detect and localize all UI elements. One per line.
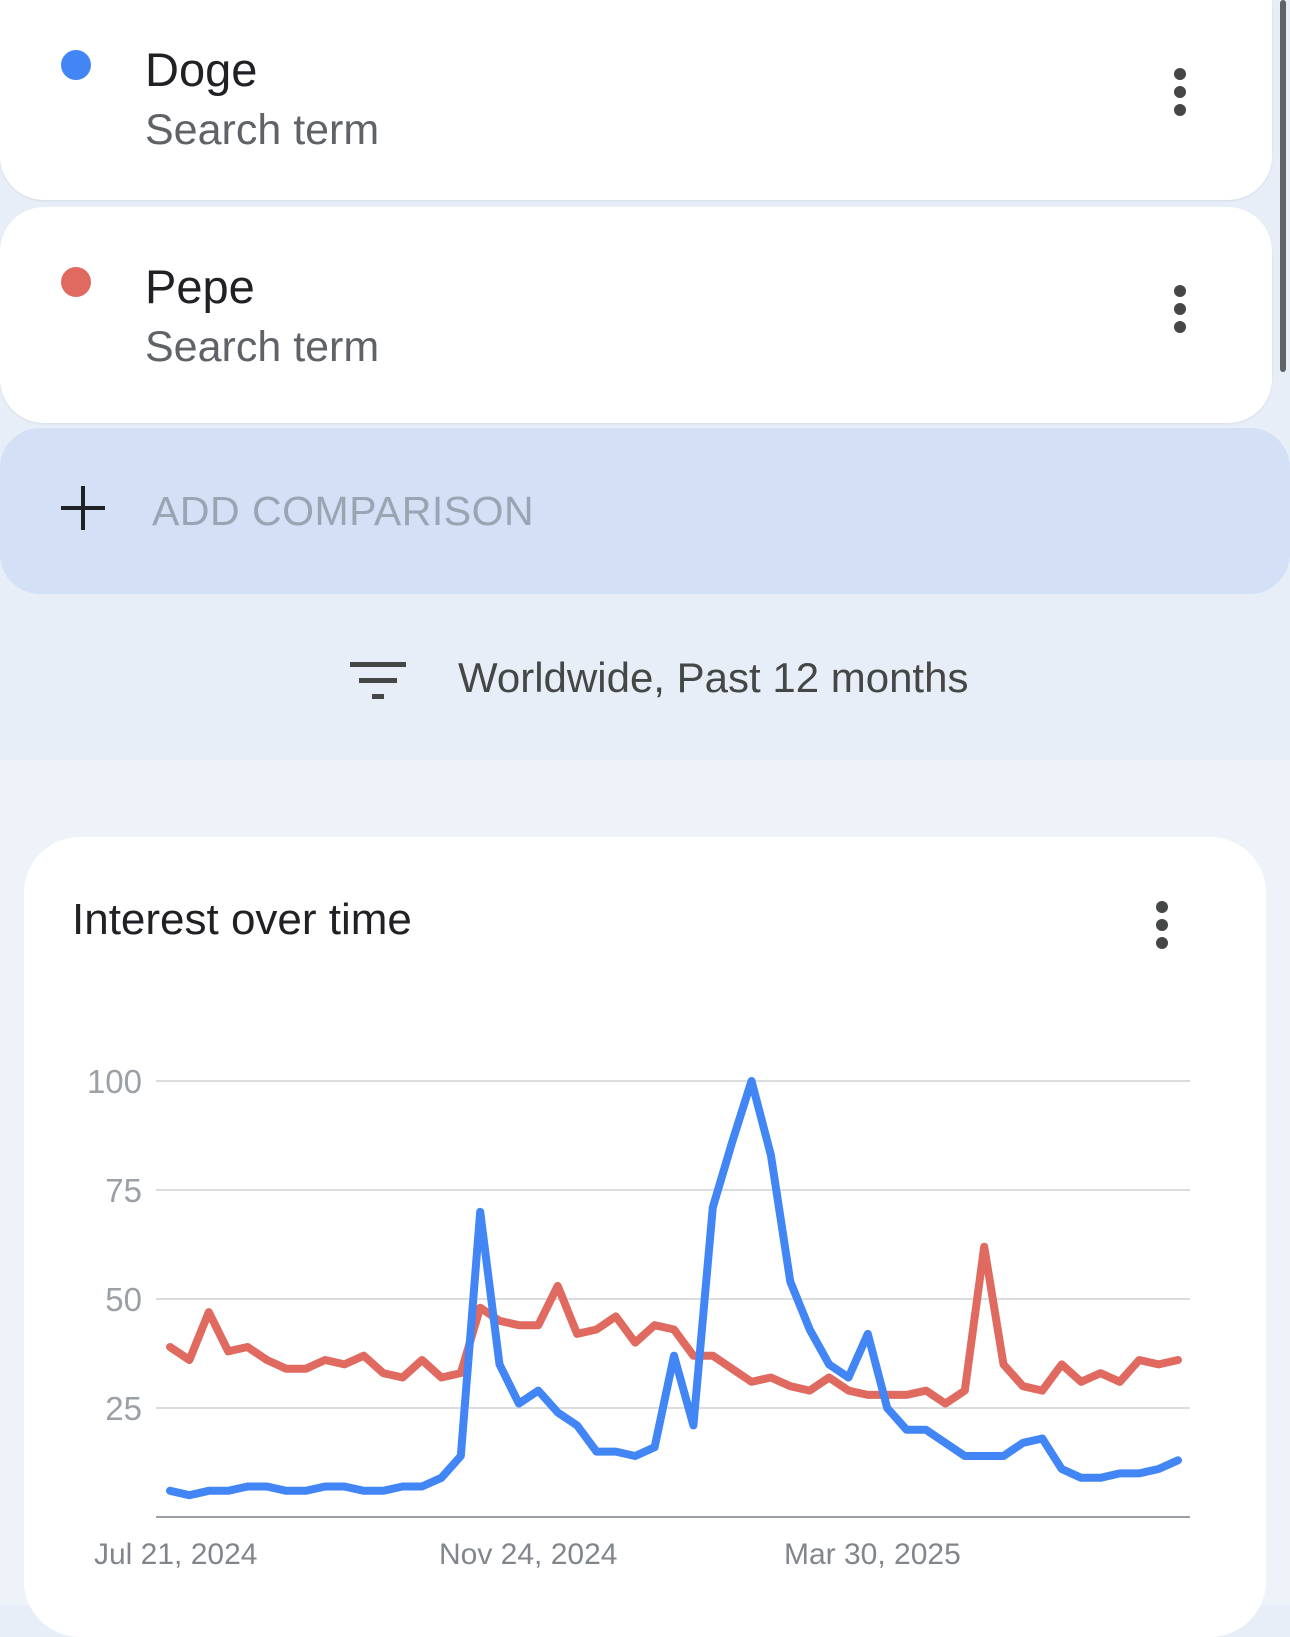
term-name-pepe: Pepe	[145, 260, 255, 313]
term-card-doge[interactable]: Doge Search term	[0, 0, 1272, 200]
x-tick-label: Jul 21, 2024	[94, 1538, 257, 1571]
filter-label: Worldwide, Past 12 months	[458, 654, 969, 701]
add-comparison-button[interactable]: ADD COMPARISON	[0, 428, 1290, 594]
add-comparison-label: ADD COMPARISON	[152, 488, 535, 534]
chart-card: Interest over time 25 50 75 100 Jul 21, 2024…	[24, 837, 1266, 1637]
chart-title: Interest over time	[72, 895, 412, 944]
term-name-doge: Doge	[145, 43, 258, 96]
term-type-doge: Search term	[145, 106, 380, 154]
y-tick-label: 25	[105, 1390, 142, 1427]
x-tick-label: Mar 30, 2025	[784, 1538, 961, 1571]
y-tick-label: 75	[105, 1172, 142, 1209]
interest-over-time-chart: 25 50 75 100 Jul 21, 2024 Nov 24, 2024 Mar 30,…	[87, 1063, 1190, 1571]
y-tick-label: 50	[105, 1281, 142, 1318]
series-line-doge	[166, 1077, 1182, 1500]
scrollbar[interactable]	[1280, 0, 1286, 372]
y-tick-label: 100	[87, 1063, 142, 1100]
pepe-more-options-icon[interactable]	[1160, 279, 1200, 339]
x-tick-label: Nov 24, 2024	[439, 1538, 617, 1571]
plus-icon	[61, 486, 105, 530]
term-type-pepe: Search term	[145, 323, 380, 371]
doge-more-options-icon[interactable]	[1160, 62, 1200, 122]
term-card-pepe[interactable]: Pepe Search term	[0, 207, 1272, 423]
filter-icon	[350, 662, 406, 702]
pepe-color-dot	[61, 267, 91, 297]
series-line-pepe	[166, 1242, 1182, 1408]
filter-bar[interactable]: Worldwide, Past 12 months	[0, 594, 1290, 760]
chart-more-options-icon[interactable]	[1142, 895, 1182, 955]
doge-color-dot	[61, 50, 91, 80]
